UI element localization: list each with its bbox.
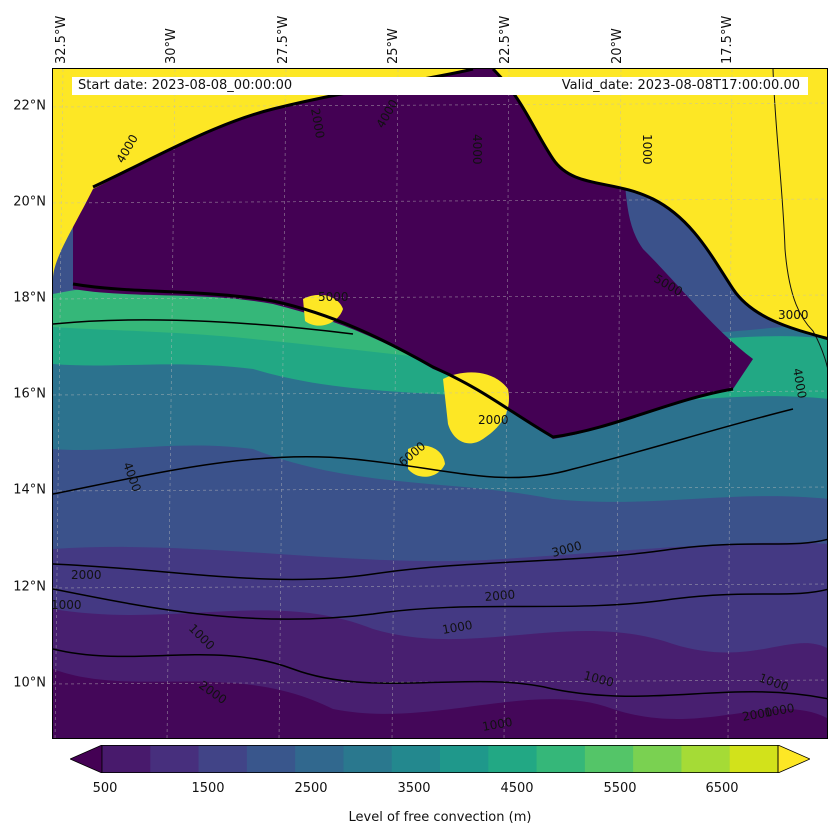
colorbar [70,745,810,773]
contour-label: 2000 [71,568,102,582]
colorbar-cell [198,745,248,773]
colorbar-tick-500: 500 [92,781,118,796]
colorbar-cell [391,745,441,773]
map-panel[interactable]: 2000 4000 4000 4000 1000 5000 6000 2000 … [52,68,828,739]
lat-label-18n: 18°N [13,290,46,306]
colorbar-cell [536,745,586,773]
colorbar-tick-5500: 5500 [603,781,637,796]
region-high-lfc-northeast [493,69,827,339]
contour-label: 2000 [741,705,774,724]
colorbar-cell [102,745,151,773]
lat-label-20n: 20°N [13,194,46,210]
lon-label-27-5w: 27.5°W [276,15,291,64]
colorbar-cell [488,745,538,773]
contour-label: 2000 [484,587,516,604]
contour-label: 1000 [481,715,514,734]
lon-label-30w: 30°W [164,28,179,64]
colorbar-tick-6500: 6500 [705,781,739,796]
colorbar-extend-low [70,745,103,773]
lon-label-20w: 20°W [610,28,625,64]
contour-label: 2000 [478,413,509,427]
graticule [53,69,827,738]
colorbar-cell [246,745,296,773]
valid-date-label: Valid_date: 2023-08-08T17:00:00.00 [561,78,800,93]
contour-label: 5000 [318,290,349,304]
region-high-lfc-northwest [53,69,473,279]
colorbar-label: Level of free convection (m) [348,810,532,825]
coastline [772,69,827,369]
lat-label-16n: 16°N [13,386,46,402]
colorbar-tick-3500: 3500 [397,781,431,796]
lat-label-10n: 10°N [13,675,46,691]
colorbar-cell [729,745,779,773]
start-date-label: Start date: 2023-08-08_00:00:00 [78,78,293,93]
colorbar-cell [295,745,344,773]
colorbar-frame [101,745,779,773]
region-high-lfc-patch-2 [408,445,445,477]
contour-label: 3000 [778,308,809,322]
lat-label-14n: 14°N [13,482,46,498]
colorbar-cell [150,745,200,773]
lon-label-32-5w: 32.5°W [54,15,69,64]
contour-labels: 2000 4000 4000 4000 1000 5000 6000 2000 … [53,97,809,734]
region-high-lfc-center [443,372,509,444]
lon-label-17-5w: 17.5°W [720,15,735,64]
contour-label: 1000 [53,598,82,612]
contour-label: 4000 [790,367,809,400]
lat-label-22n: 22°N [13,98,46,114]
contour-label: 4000 [470,134,484,165]
contour-label: 2000 [308,107,327,140]
contour-label: 1000 [640,134,654,165]
colorbar-tick-2500: 2500 [294,781,328,796]
colorbar-tick-1500: 1500 [191,781,225,796]
lon-label-25w: 25°W [386,28,401,64]
colorbar-tick-4500: 4500 [500,781,534,796]
lat-label-12n: 12°N [13,579,46,595]
colorbar-cell [584,745,634,773]
colorbar-cell [440,745,489,773]
colorbar-cell [681,745,731,773]
contour-map: 2000 4000 4000 4000 1000 5000 6000 2000 … [53,69,827,738]
colorbar-cell [633,745,682,773]
band-500 [53,669,827,738]
colorbar-extend-high [777,745,810,773]
colorbar-cell [343,745,393,773]
contour-label: 1000 [441,618,474,637]
lon-label-22-5w: 22.5°W [498,15,513,64]
contour-lines [53,319,827,700]
info-bar: Start date: 2023-08-08_00:00:00 Valid_da… [72,77,808,95]
contour-label: 1000 [763,701,796,720]
